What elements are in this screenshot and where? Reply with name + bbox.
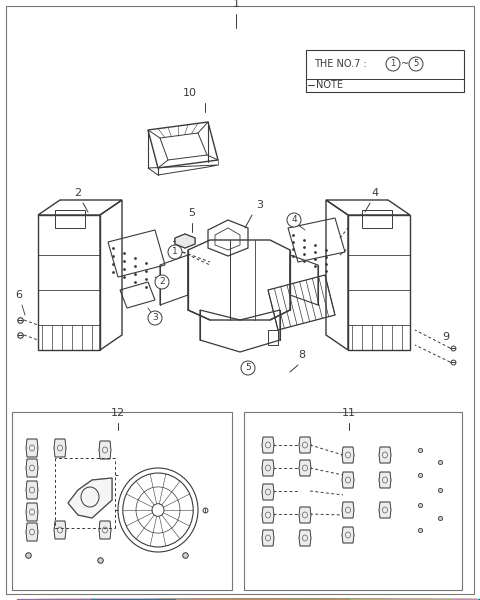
Polygon shape	[299, 437, 311, 453]
Text: 1: 1	[172, 247, 178, 257]
Polygon shape	[262, 437, 274, 453]
Text: 2: 2	[74, 188, 82, 198]
Text: 12: 12	[111, 408, 125, 418]
Polygon shape	[99, 521, 111, 539]
Polygon shape	[342, 472, 354, 488]
Text: 8: 8	[299, 350, 306, 360]
Text: 9: 9	[442, 332, 449, 342]
Bar	[55, 210, 85, 228]
Polygon shape	[262, 530, 274, 546]
Polygon shape	[54, 521, 66, 539]
Polygon shape	[54, 439, 66, 457]
Text: 10: 10	[183, 88, 197, 98]
Text: 5: 5	[245, 364, 251, 373]
Text: 1: 1	[232, 0, 240, 9]
Text: 4: 4	[372, 188, 379, 198]
Polygon shape	[26, 439, 38, 457]
Polygon shape	[68, 478, 112, 518]
Text: 11: 11	[342, 408, 356, 418]
Polygon shape	[262, 460, 274, 476]
Circle shape	[386, 57, 400, 71]
Text: 3: 3	[152, 313, 158, 323]
Text: 2: 2	[159, 277, 165, 286]
Circle shape	[409, 57, 423, 71]
Polygon shape	[379, 502, 391, 518]
Circle shape	[155, 275, 169, 289]
Bar	[306, 50, 464, 92]
Polygon shape	[175, 234, 195, 248]
Text: 6: 6	[15, 290, 22, 300]
Polygon shape	[342, 502, 354, 518]
Text: 4: 4	[291, 215, 297, 224]
Polygon shape	[26, 503, 38, 521]
Text: 5: 5	[413, 59, 419, 68]
Polygon shape	[26, 481, 38, 499]
Circle shape	[241, 361, 255, 375]
Polygon shape	[342, 447, 354, 463]
Polygon shape	[262, 507, 274, 523]
Polygon shape	[379, 472, 391, 488]
Polygon shape	[299, 460, 311, 476]
Circle shape	[168, 245, 182, 259]
Text: 3: 3	[256, 200, 264, 210]
Polygon shape	[26, 523, 38, 541]
Bar	[12, 412, 232, 590]
Polygon shape	[26, 459, 38, 477]
Polygon shape	[99, 441, 111, 459]
Circle shape	[287, 213, 301, 227]
Text: NOTE: NOTE	[316, 80, 343, 90]
Bar	[362, 210, 392, 228]
Text: THE NO.7 :: THE NO.7 :	[314, 59, 370, 69]
Polygon shape	[342, 527, 354, 543]
Polygon shape	[299, 507, 311, 523]
Bar	[244, 412, 462, 590]
Circle shape	[148, 311, 162, 325]
Text: ~: ~	[401, 59, 409, 69]
Text: 5: 5	[189, 208, 195, 218]
Polygon shape	[379, 447, 391, 463]
Polygon shape	[299, 530, 311, 546]
Polygon shape	[262, 484, 274, 500]
Text: 1: 1	[390, 59, 396, 68]
